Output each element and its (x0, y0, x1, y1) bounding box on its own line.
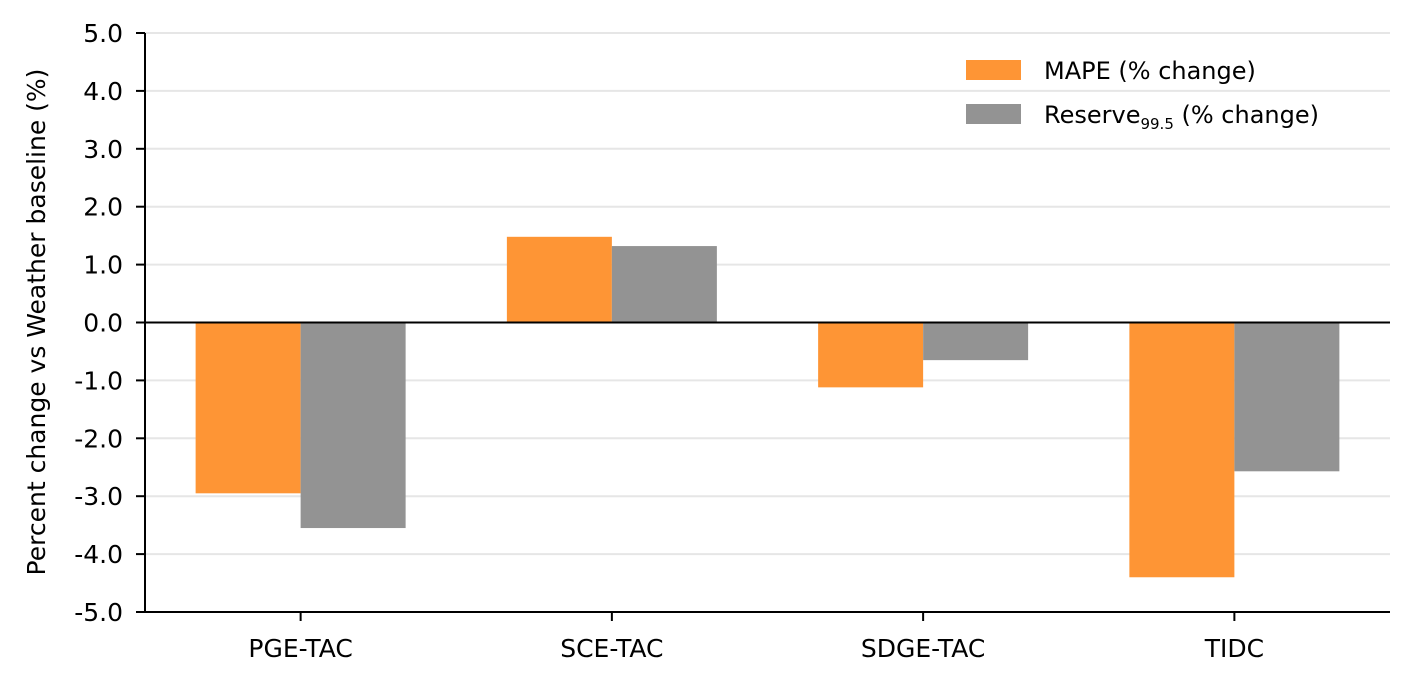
bars (195, 236, 1340, 578)
x-tick-label: TIDC (1204, 634, 1264, 663)
bar-mape-sce-tac (506, 236, 612, 323)
bar-mape-tidc (1129, 322, 1235, 578)
y-tick-label: -4.0 (74, 540, 123, 569)
y-tick-label: -5.0 (74, 598, 123, 627)
legend-label-suffix: (% change) (1174, 101, 1319, 129)
y-ticks: -5.0 -4.0 -3.0 -2.0 -1.0 0.0 1.0 2.0 3.0 4.0 5.0 (74, 19, 145, 627)
x-tick-label: SDGE-TAC (861, 634, 985, 663)
bar-reserve-pge-tac (300, 322, 406, 529)
bar-reserve-sce-tac (611, 246, 717, 323)
legend-swatch (966, 104, 1021, 124)
bar-mape-pge-tac (195, 322, 301, 494)
legend: MAPE (% change) Reserve99.5 (% change) (966, 57, 1319, 133)
y-tick-label: 0.0 (83, 309, 123, 338)
y-tick-label: -2.0 (74, 424, 123, 453)
legend-label: Reserve99.5 (% change) (1044, 101, 1319, 133)
legend-label: MAPE (% change) (1044, 57, 1256, 85)
y-tick-label: 4.0 (83, 77, 123, 106)
y-tick-label: 2.0 (83, 193, 123, 222)
y-tick-label: 5.0 (83, 19, 123, 48)
y-tick-label: -1.0 (74, 366, 123, 395)
y-tick-label: -3.0 (74, 482, 123, 511)
x-tick-label: SCE-TAC (560, 634, 663, 663)
bar-reserve-tidc (1234, 322, 1340, 472)
y-axis-title: Percent change vs Weather baseline (%) (22, 69, 51, 576)
legend-label-subscript: 99.5 (1140, 115, 1173, 133)
y-tick-label: 1.0 (83, 251, 123, 280)
legend-swatch (966, 60, 1021, 80)
y-tick-label: 3.0 (83, 135, 123, 164)
bar-reserve-sdge-tac (923, 322, 1029, 361)
x-ticks: PGE-TAC SCE-TAC SDGE-TAC TIDC (248, 612, 1264, 663)
x-tick-label: PGE-TAC (248, 634, 352, 663)
bar-mape-sdge-tac (818, 322, 924, 388)
